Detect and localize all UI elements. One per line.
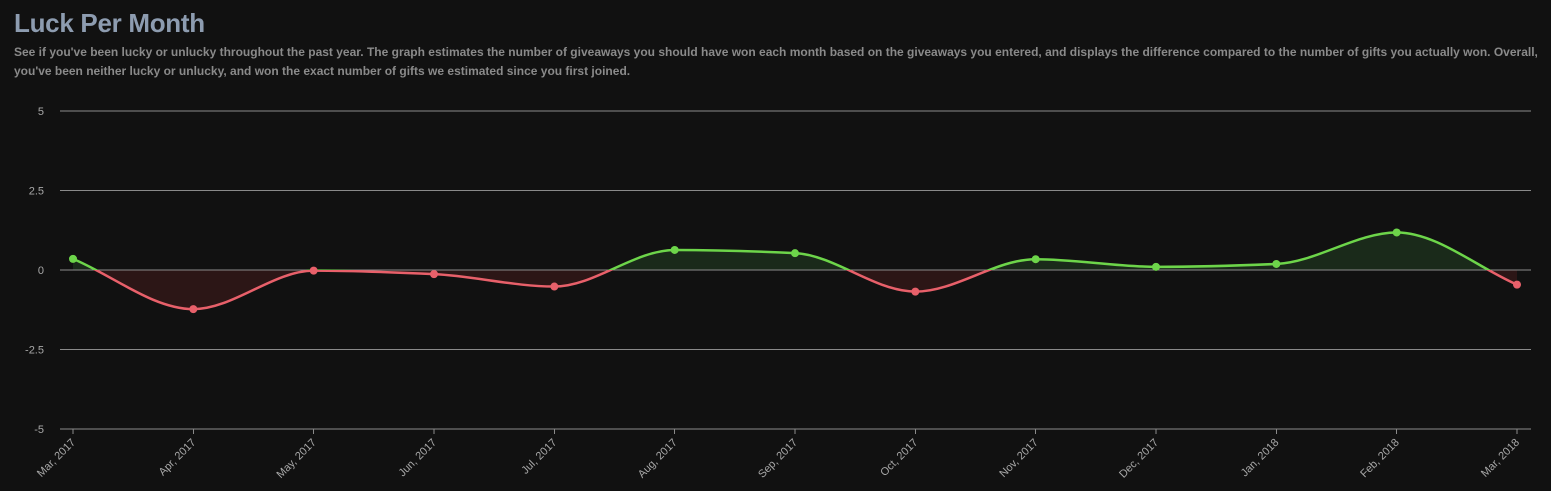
x-tick-label: Dec, 2017 [1117, 437, 1161, 481]
x-tick-label: Sep, 2017 [756, 437, 800, 481]
data-point[interactable] [430, 270, 438, 279]
data-point[interactable] [1152, 262, 1160, 271]
data-point[interactable] [309, 266, 318, 275]
x-tick-label: Jan, 2018 [1239, 437, 1282, 480]
data-point[interactable] [1031, 255, 1040, 264]
data-point[interactable] [791, 249, 799, 258]
y-tick-label: -2.5 [25, 345, 44, 357]
x-tick-label: Jun, 2017 [396, 437, 439, 480]
x-tick-label: Nov, 2017 [997, 437, 1040, 480]
y-tick-label: 5 [38, 106, 44, 118]
data-point[interactable] [189, 305, 198, 314]
chart-description: See if you've been lucky or unlucky thro… [14, 45, 1538, 78]
data-point[interactable] [670, 245, 679, 254]
x-tick-label: Oct, 2017 [878, 437, 920, 479]
y-axis-tick-labels: 5 2.5 0 -2.5 -5 [25, 106, 44, 436]
data-point[interactable] [69, 254, 77, 263]
negative-area [73, 270, 1517, 310]
x-tick-label: Aug, 2017 [636, 437, 680, 481]
x-tick-label: May, 2017 [275, 437, 319, 481]
x-tick-label: Apr, 2017 [157, 437, 199, 479]
x-tick-label: Mar, 2018 [1479, 437, 1522, 480]
y-tick-label: -5 [34, 424, 44, 436]
area-fill [60, 232, 1531, 310]
page-title: Luck Per Month [14, 8, 205, 38]
x-tick-label: Mar, 2017 [35, 437, 78, 480]
y-tick-label: 2.5 [29, 186, 44, 198]
y-tick-label: 0 [38, 265, 44, 277]
data-point[interactable] [550, 282, 559, 291]
x-axis-tick-labels: Mar, 2017 Apr, 2017 May, 2017 Jun, 2017 Jul,… [35, 429, 1522, 481]
data-point[interactable] [911, 287, 920, 296]
data-points [69, 228, 1521, 314]
x-tick-label: Jul, 2017 [519, 437, 559, 477]
x-tick-label: Feb, 2018 [1358, 437, 1402, 481]
data-point[interactable] [1272, 259, 1281, 268]
data-point[interactable] [1513, 280, 1521, 289]
data-point[interactable] [1392, 228, 1401, 237]
